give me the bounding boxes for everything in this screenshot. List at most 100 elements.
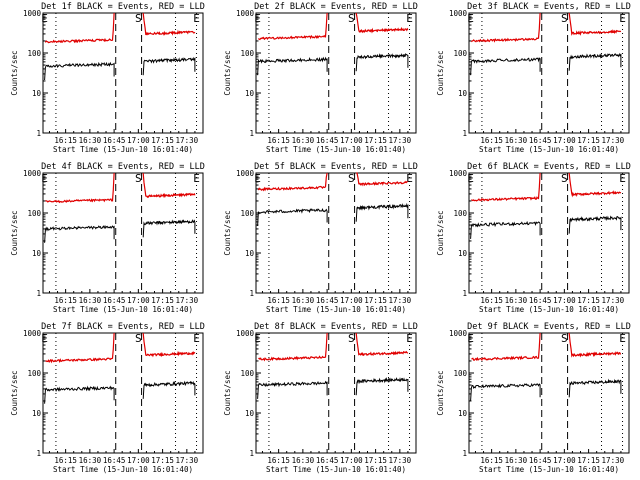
y-tick-label: 1000 — [236, 169, 255, 178]
events-series-line — [355, 202, 409, 222]
chart-panel: Det 4f BLACK = Events, RED = LLD 1 10 100 10… — [10, 162, 205, 314]
y-tick-label: 1 — [249, 449, 254, 458]
x-tick-label: 16:30 — [292, 456, 315, 465]
x-tick-label: 17:30 — [389, 456, 412, 465]
y-tick-label: 100 — [453, 369, 467, 378]
events-series-line — [568, 378, 622, 398]
y-axis-label: Counts/sec — [10, 50, 19, 95]
x-tick-label: 16:45 — [103, 136, 126, 145]
x-axis-label: Start Time (15-Jun-10 16:01:40) — [266, 145, 406, 154]
x-tick-label: 17:15 — [151, 296, 174, 305]
y-axis-label: Counts/sec — [10, 210, 19, 255]
y-tick-label: 1000 — [236, 329, 255, 338]
y-tick-label: 100 — [27, 209, 41, 218]
y-tick-label: 10 — [458, 409, 468, 418]
x-tick-label: 16:45 — [316, 296, 339, 305]
x-tick-label: 17:15 — [577, 456, 600, 465]
x-tick-label: 17:00 — [553, 456, 576, 465]
plot-frame — [42, 172, 204, 294]
x-tick-label: 17:00 — [340, 456, 363, 465]
y-tick-label: 1 — [249, 129, 254, 138]
panel-title: Det 9f BLACK = Events, RED = LLD — [467, 322, 631, 332]
x-tick-label: 16:45 — [316, 136, 339, 145]
plot-frame — [468, 332, 630, 454]
x-tick-label: 16:15 — [54, 456, 77, 465]
x-tick-label: 17:15 — [364, 456, 387, 465]
x-tick-label: 16:45 — [316, 456, 339, 465]
events-series-line — [470, 220, 541, 239]
y-tick-label: 100 — [453, 209, 467, 218]
x-tick-label: 17:15 — [151, 456, 174, 465]
y-tick-label: 1000 — [236, 9, 255, 18]
time-marker-letter: E — [41, 12, 48, 25]
x-tick-label: 17:30 — [389, 296, 412, 305]
events-series-line — [44, 224, 115, 243]
x-tick-label: 16:15 — [54, 136, 77, 145]
x-tick-label: 17:00 — [127, 136, 150, 145]
x-tick-label: 16:45 — [529, 456, 552, 465]
time-marker-letter: E — [406, 172, 413, 185]
y-tick-label: 10 — [458, 249, 468, 258]
y-tick-label: 1000 — [23, 169, 42, 178]
x-tick-label: 17:00 — [553, 136, 576, 145]
y-axis-label: Counts/sec — [10, 370, 19, 415]
x-tick-label: 17:00 — [340, 136, 363, 145]
x-tick-label: 17:30 — [602, 456, 625, 465]
y-tick-label: 10 — [245, 249, 255, 258]
y-tick-label: 1 — [249, 289, 254, 298]
x-tick-label: 17:15 — [577, 296, 600, 305]
events-series-line — [355, 377, 409, 396]
x-tick-label: 16:15 — [267, 456, 290, 465]
y-tick-label: 1000 — [449, 9, 468, 18]
time-marker-letter: E — [41, 172, 48, 185]
x-tick-label: 17:15 — [151, 136, 174, 145]
x-tick-label: 16:30 — [505, 456, 528, 465]
x-tick-label: 17:00 — [553, 296, 576, 305]
time-marker-letter: S — [348, 172, 355, 185]
x-tick-label: 17:00 — [127, 456, 150, 465]
events-series-line — [257, 208, 328, 227]
panel-title: Det 7f BLACK = Events, RED = LLD — [41, 322, 205, 332]
lld-series-line — [258, 12, 328, 41]
plot-frame — [255, 332, 417, 454]
x-tick-label: 16:30 — [79, 136, 102, 145]
y-axis-label: Counts/sec — [436, 370, 445, 415]
events-series-line — [142, 380, 196, 399]
chart-panel: Det 2f BLACK = Events, RED = LLD 1 10 100 10… — [223, 2, 418, 154]
lld-series-line — [471, 332, 541, 362]
y-tick-label: 100 — [27, 369, 41, 378]
y-axis-label: Counts/sec — [223, 370, 232, 415]
events-series-line — [470, 382, 541, 401]
x-tick-label: 17:30 — [602, 296, 625, 305]
x-tick-label: 16:45 — [529, 136, 552, 145]
y-axis-label: Counts/sec — [223, 210, 232, 255]
x-tick-label: 16:30 — [292, 136, 315, 145]
lld-series-line — [356, 172, 409, 187]
events-series-line — [257, 380, 328, 399]
lld-series-line — [142, 332, 196, 358]
y-tick-label: 100 — [27, 49, 41, 58]
y-tick-label: 1 — [36, 449, 41, 458]
chart-panel: Det 7f BLACK = Events, RED = LLD 1 10 100 10… — [10, 322, 205, 474]
plot-frame — [468, 172, 630, 294]
lld-series-line — [45, 172, 115, 204]
time-marker-letter: E — [193, 332, 200, 345]
y-tick-label: 10 — [245, 409, 255, 418]
events-series-line — [568, 52, 622, 71]
time-marker-letter: S — [135, 332, 142, 345]
lld-series-line — [470, 12, 541, 43]
lld-series-line — [355, 12, 409, 34]
panel-title: Det 1f BLACK = Events, RED = LLD — [41, 2, 205, 12]
x-tick-label: 16:30 — [79, 296, 102, 305]
time-marker-letter: S — [561, 12, 568, 25]
plot-frame — [468, 12, 630, 134]
x-tick-label: 16:30 — [292, 296, 315, 305]
chart-panel: Det 5f BLACK = Events, RED = LLD 1 10 100 10… — [223, 162, 418, 314]
events-series-line — [355, 53, 409, 72]
time-marker-letter: E — [467, 12, 474, 25]
time-marker-letter: E — [406, 12, 413, 25]
x-tick-label: 17:30 — [176, 136, 199, 145]
y-tick-label: 100 — [240, 209, 254, 218]
x-tick-label: 16:15 — [480, 456, 503, 465]
x-axis-label: Start Time (15-Jun-10 16:01:40) — [479, 145, 619, 154]
